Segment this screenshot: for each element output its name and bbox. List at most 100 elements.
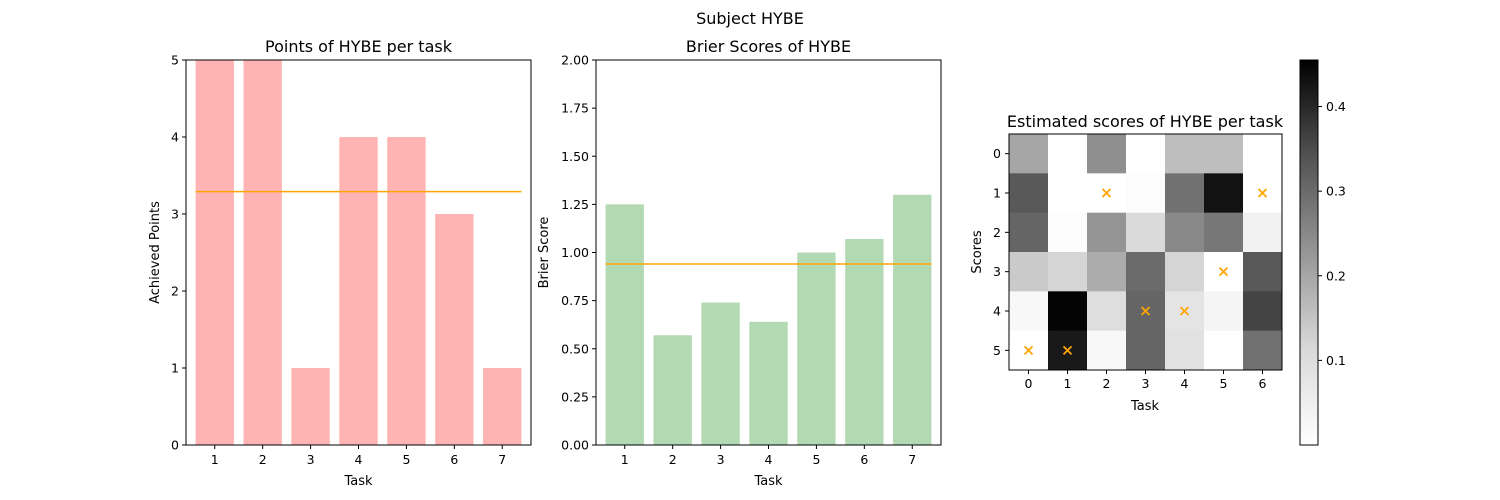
heatmap-cell — [1204, 291, 1244, 331]
heatmap-cell — [1165, 252, 1205, 292]
brier-xtick-label: 4 — [765, 452, 773, 467]
points-ytick-label: 5 — [171, 53, 179, 68]
points-xtick-label: 4 — [355, 452, 363, 467]
points-chart: 1 2 3 4 5 6 7 0 1 2 3 4 5 Points of HYBE per task Ta… — [148, 37, 532, 489]
points-ytick-label: 1 — [171, 361, 179, 376]
heatmap-cell — [1087, 291, 1127, 331]
heatmap-cell — [1204, 330, 1244, 371]
brier-xlabel: Task — [753, 474, 783, 489]
points-bar — [243, 60, 282, 445]
brier-ylabel: Brier Score — [537, 217, 552, 289]
brier-ytick-label: 1.00 — [561, 245, 589, 260]
brier-ytick-label: 0.25 — [561, 389, 589, 404]
brier-xtick-label: 5 — [812, 452, 820, 467]
estimate-marker — [1140, 306, 1151, 316]
heatmap-cell — [1048, 291, 1088, 331]
brier-xtick-label: 2 — [669, 452, 677, 467]
points-xtick-label: 1 — [211, 452, 219, 467]
brier-ytick-label: 0.75 — [561, 293, 589, 308]
heatmap-cell — [1087, 252, 1127, 292]
brier-bar — [653, 335, 692, 445]
heatmap-xtick-label: 3 — [1142, 376, 1150, 391]
brier-xtick-label: 3 — [717, 452, 725, 467]
heatmap-cell — [1048, 212, 1088, 253]
heatmap-xtick-label: 0 — [1025, 376, 1033, 391]
estimate-marker — [1101, 188, 1112, 198]
points-xtick-label: 6 — [450, 452, 458, 467]
heatmap-cell — [1087, 212, 1127, 253]
brier-xtick-label: 1 — [621, 452, 629, 467]
heatmap-xtick-label: 1 — [1064, 376, 1072, 391]
heatmap-cell — [1048, 252, 1088, 292]
heatmap-ytick-label: 1 — [993, 186, 1001, 201]
heatmap-cell — [1009, 173, 1049, 213]
heatmap-cell — [1009, 134, 1049, 174]
brier-bar — [893, 194, 932, 445]
heatmap-ytick-label: 0 — [993, 146, 1001, 161]
heatmap-ytick-label: 3 — [993, 264, 1001, 279]
suptitle: Subject HYBE — [696, 9, 804, 28]
brier-ytick-label: 1.50 — [561, 149, 589, 164]
brier-ytick-label: 2.00 — [561, 53, 589, 68]
heatmap-ytick-label: 4 — [993, 304, 1001, 319]
heatmap-cell — [1204, 134, 1244, 174]
points-ytick-label: 0 — [171, 438, 179, 453]
brier-ytick-label: 0.50 — [561, 341, 589, 356]
brier-title: Brier Scores of HYBE — [686, 37, 851, 56]
points-bar — [483, 368, 522, 445]
heatmap-ylabel: Scores — [970, 230, 985, 273]
points-xtick-label: 2 — [259, 452, 267, 467]
heatmap-cell — [1087, 330, 1127, 371]
heatmap-cell — [1204, 212, 1244, 253]
heatmap-cell — [1165, 330, 1205, 371]
colorbar-gradient — [1299, 59, 1319, 446]
heatmap-cell — [1204, 173, 1244, 213]
heatmap-cell — [1126, 330, 1166, 371]
points-ytick-label: 3 — [171, 207, 179, 222]
heatmap-xlabel: Task — [1130, 399, 1160, 414]
heatmap-cell — [1243, 252, 1283, 292]
points-ytick-label: 4 — [171, 130, 179, 145]
brier-ytick-label: 1.75 — [561, 101, 589, 116]
points-ytick-label: 2 — [171, 284, 179, 299]
heatmap-cell — [1243, 291, 1283, 331]
brier-ytick-label: 0.00 — [561, 438, 589, 453]
heatmap-cell — [1126, 173, 1166, 213]
heatmap-cell — [1009, 212, 1049, 253]
points-bar — [387, 137, 426, 445]
estimated-scores-heatmap: 0 1 2 3 4 5 6 0 1 2 3 4 5 Estimated scores of HYBE p… — [970, 112, 1284, 414]
brier-xtick-label: 6 — [860, 452, 868, 467]
estimate-marker — [1257, 188, 1268, 198]
colorbar: 0.1 0.2 0.3 0.4 — [1299, 59, 1346, 446]
points-bar — [435, 214, 474, 445]
colorbar-tick-label: 0.1 — [1326, 353, 1346, 368]
heatmap-cell — [1126, 252, 1166, 292]
heatmap-title: Estimated scores of HYBE per task — [1007, 112, 1284, 131]
heatmap-cell — [1009, 252, 1049, 292]
points-ylabel: Achieved Points — [148, 201, 163, 304]
heatmap-cell — [1165, 212, 1205, 253]
points-xtick-label: 3 — [307, 452, 315, 467]
heatmap-cell — [1048, 173, 1088, 213]
points-bar — [291, 368, 330, 445]
brier-xtick-label: 7 — [908, 452, 916, 467]
colorbar-tick-label: 0.2 — [1326, 268, 1346, 283]
brier-bar — [845, 239, 884, 445]
brier-chart: 1 2 3 4 5 6 7 0.00 0.25 0.50 0.75 1.00 1.25 1.50 1.75 2… — [537, 37, 942, 489]
heatmap-xtick-label: 2 — [1103, 376, 1111, 391]
heatmap-cell — [1243, 134, 1283, 174]
heatmap-xtick-label: 4 — [1181, 376, 1189, 391]
points-title: Points of HYBE per task — [265, 37, 453, 56]
heatmap-cell — [1048, 134, 1088, 174]
colorbar-tick-label: 0.3 — [1326, 184, 1346, 199]
heatmap-cell — [1243, 212, 1283, 253]
points-bar — [195, 60, 234, 445]
brier-bar — [797, 252, 836, 445]
heatmap-cell — [1009, 291, 1049, 331]
brier-bar — [605, 204, 644, 445]
heatmap-xtick-label: 6 — [1259, 376, 1267, 391]
heatmap-cell — [1126, 134, 1166, 174]
heatmap-cell — [1087, 134, 1127, 174]
heatmap-cell — [1165, 173, 1205, 213]
